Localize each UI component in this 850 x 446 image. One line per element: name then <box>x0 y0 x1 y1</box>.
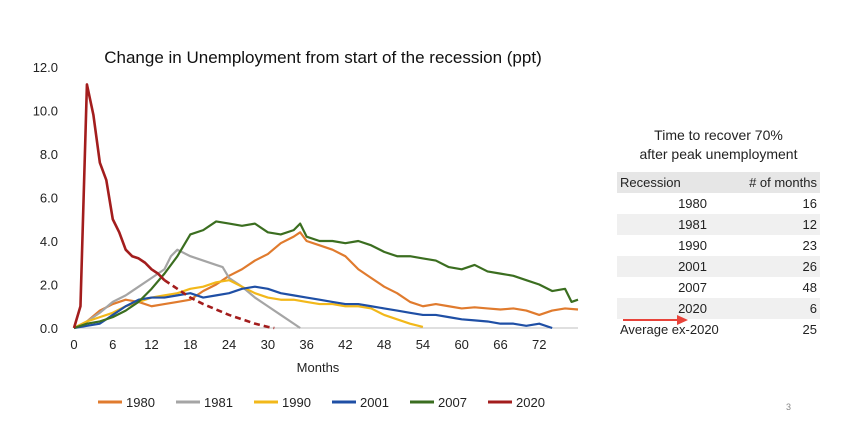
x-tick-label: 54 <box>416 337 430 352</box>
legend-label: 2007 <box>438 395 467 410</box>
y-tick-label: 6.0 <box>40 191 58 206</box>
average-value: 25 <box>802 322 817 337</box>
recession-year: 2020 <box>678 301 707 316</box>
table-row: 2001 26 <box>617 256 820 277</box>
series-line-2001 <box>73 285 553 330</box>
series-line-2020-projection <box>163 279 275 330</box>
x-tick-label: 12 <box>144 337 158 352</box>
recovery-table-title: Time to recover 70% after peak unemploym… <box>617 126 820 164</box>
x-tick-label: 42 <box>338 337 352 352</box>
average-label: Average ex-2020 <box>620 322 719 337</box>
months-value: 16 <box>802 196 817 211</box>
x-tick-label: 72 <box>532 337 546 352</box>
chart-title: Change in Unemployment from start of the… <box>104 48 541 67</box>
recovery-title-line2: after peak unemployment <box>639 146 798 162</box>
x-tick-label: 30 <box>261 337 275 352</box>
x-tick-label: 60 <box>454 337 468 352</box>
months-value: 12 <box>802 217 817 232</box>
table-row: 2020 6 <box>617 298 820 319</box>
legend-label: 1980 <box>126 395 155 410</box>
series-line-1981 <box>73 248 301 329</box>
recovery-table: Time to recover 70% after peak unemploym… <box>617 126 820 340</box>
months-value: 6 <box>809 301 817 316</box>
recession-year: 1981 <box>678 217 707 232</box>
table-row: 1981 12 <box>617 214 820 235</box>
series-line-1980 <box>73 231 579 329</box>
x-axis-label: Months <box>297 360 340 375</box>
arrow-head <box>677 315 688 325</box>
recession-year: 1990 <box>678 238 707 253</box>
x-axis: 0 6 12 18 24 30 36 42 48 54 60 66 72 <box>70 337 546 352</box>
y-tick-label: 4.0 <box>40 234 58 249</box>
recession-year: 1980 <box>678 196 707 211</box>
x-tick-label: 36 <box>299 337 313 352</box>
average-row: Average ex-2020 25 <box>617 319 820 340</box>
months-value: 26 <box>802 259 817 274</box>
series-line-2020 <box>72 83 166 329</box>
x-tick-label: 6 <box>109 337 116 352</box>
x-tick-label: 66 <box>493 337 507 352</box>
y-tick-label: 12.0 <box>33 60 58 75</box>
legend-label: 2020 <box>516 395 545 410</box>
table-row: 2007 48 <box>617 277 820 298</box>
months-value: 23 <box>802 238 817 253</box>
header-recession: Recession <box>620 175 681 190</box>
legend-label: 2001 <box>360 395 389 410</box>
y-axis: 0.0 2.0 4.0 6.0 8.0 10.0 12.0 <box>33 60 58 336</box>
x-tick-label: 18 <box>183 337 197 352</box>
x-tick-label: 0 <box>70 337 77 352</box>
table-row: 1980 16 <box>617 193 820 214</box>
y-tick-label: 0.0 <box>40 321 58 336</box>
legend-label: 1981 <box>204 395 233 410</box>
legend-label: 1990 <box>282 395 311 410</box>
series-lines <box>72 83 579 330</box>
y-tick-label: 2.0 <box>40 278 58 293</box>
recovery-table-header: Recession # of months <box>617 172 820 193</box>
y-tick-label: 10.0 <box>33 104 58 119</box>
header-months: # of months <box>749 175 817 190</box>
legend: 1980 1981 1990 2001 2007 2020 <box>98 395 545 410</box>
recession-year: 2007 <box>678 280 707 295</box>
y-tick-label: 8.0 <box>40 147 58 162</box>
x-tick-label: 48 <box>377 337 391 352</box>
recovery-title-line1: Time to recover 70% <box>654 127 783 143</box>
page-number: 3 <box>786 402 792 412</box>
table-row: 1990 23 <box>617 235 820 256</box>
months-value: 48 <box>802 280 817 295</box>
recession-year: 2001 <box>678 259 707 274</box>
x-tick-label: 24 <box>222 337 236 352</box>
